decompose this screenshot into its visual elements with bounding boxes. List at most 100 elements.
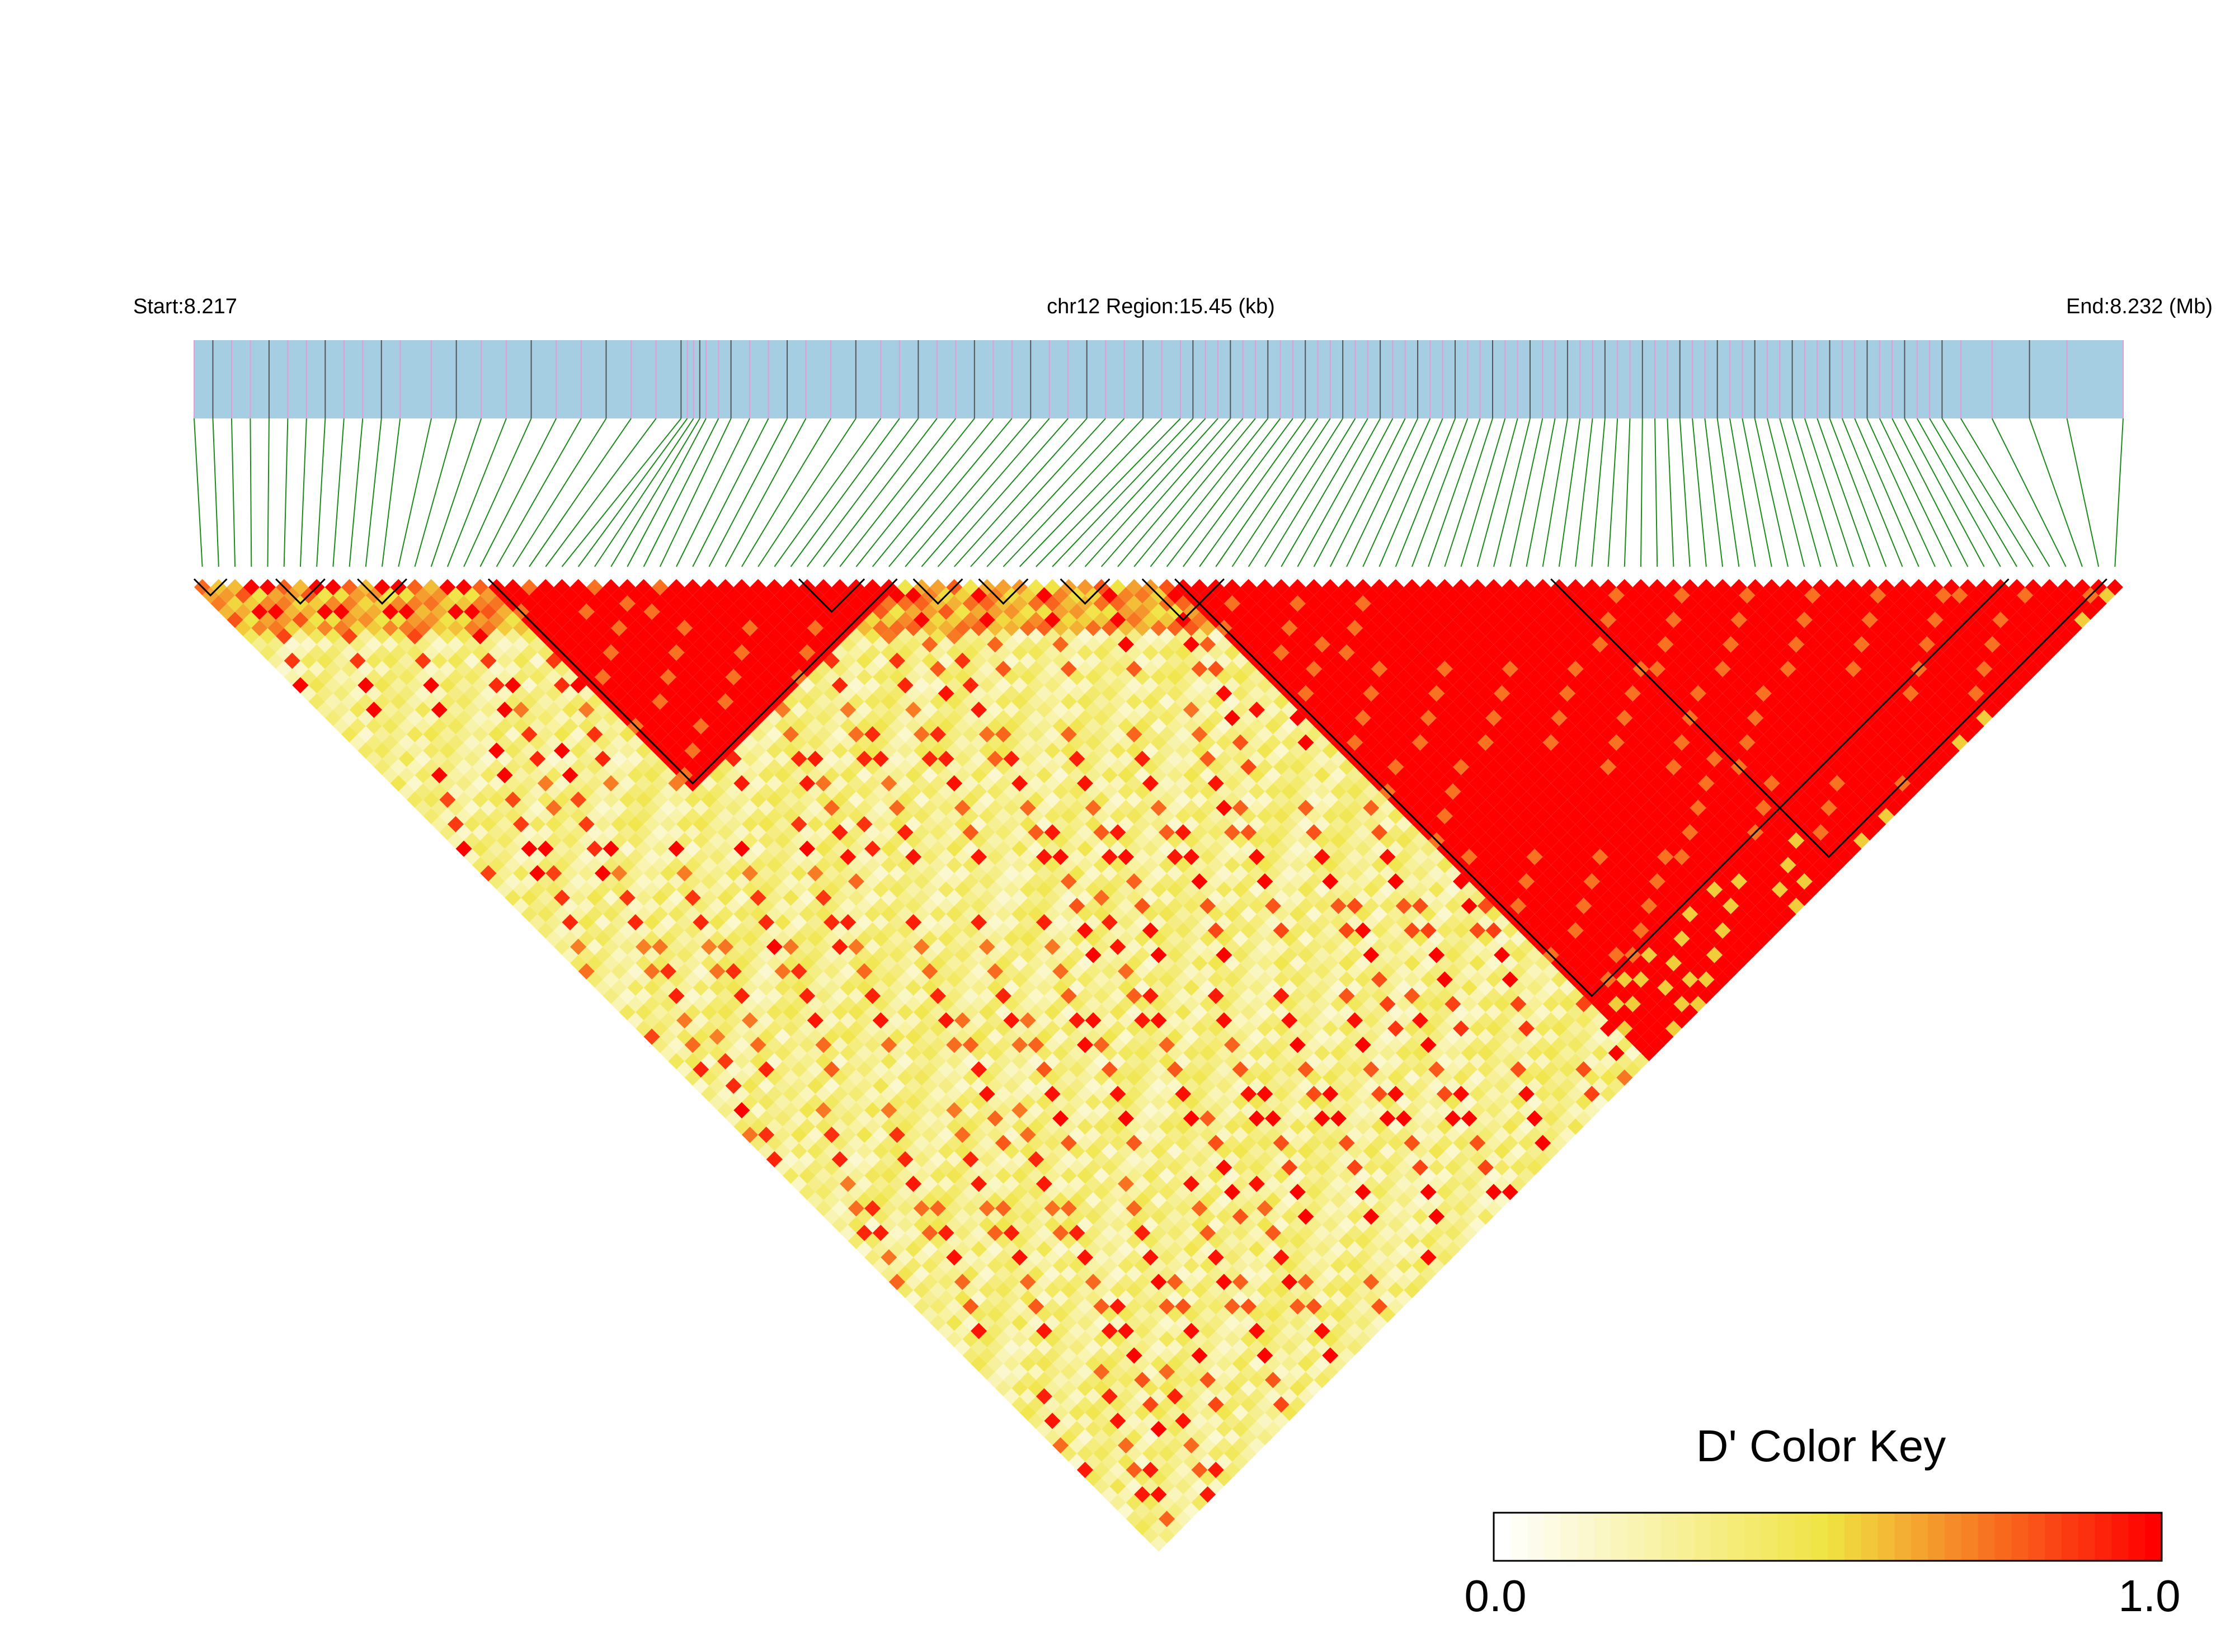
- ld-cell: [1060, 1069, 1077, 1086]
- ld-cell: [831, 1102, 848, 1119]
- ld-cell: [970, 1175, 987, 1192]
- ld-cell: [700, 1020, 718, 1037]
- ld-cell: [1028, 1053, 1044, 1070]
- ld-cell: [545, 652, 562, 669]
- ld-cell: [1166, 979, 1183, 996]
- ld-cell: [521, 628, 538, 644]
- ld-cell: [439, 824, 456, 841]
- ld-cell: [881, 1020, 897, 1037]
- ld-cell: [848, 1085, 865, 1103]
- ld-cell: [978, 938, 995, 956]
- ld-cell: [643, 767, 660, 784]
- ld-cell: [1011, 840, 1028, 857]
- ld-cell: [1207, 1331, 1224, 1348]
- ld-cell: [660, 914, 676, 931]
- ld-cell: [1166, 1159, 1183, 1176]
- ld-cell: [553, 938, 571, 956]
- ld-cell: [1264, 1192, 1282, 1208]
- ld-cell: [815, 742, 832, 759]
- snp-connector: [463, 418, 532, 567]
- ld-cell: [700, 1069, 718, 1086]
- ld-cell: [864, 971, 881, 988]
- ld-cell: [1028, 1347, 1044, 1364]
- ld-cell: [1126, 1510, 1142, 1527]
- ld-cell: [464, 636, 481, 653]
- ld-cell: [995, 856, 1012, 873]
- ld-cell: [1191, 1347, 1208, 1364]
- ld-cell: [472, 856, 488, 873]
- ld-cell: [1117, 1437, 1135, 1454]
- ld-cell: [946, 856, 963, 873]
- ld-cell: [1060, 1102, 1077, 1119]
- ld-cell: [447, 603, 464, 620]
- ld-cell: [643, 750, 660, 768]
- ld-cell: [750, 1085, 766, 1103]
- ld-cell: [390, 595, 407, 612]
- ld-cell: [431, 816, 448, 832]
- ld-cell: [1150, 1044, 1167, 1061]
- ld-cell: [1069, 1404, 1085, 1421]
- ld-cell: [831, 1118, 848, 1135]
- ld-cell: [733, 759, 750, 775]
- ld-cell: [888, 1241, 906, 1258]
- ld-cell: [1338, 1118, 1355, 1135]
- ld-cell: [480, 799, 497, 816]
- ld-cell: [733, 1020, 750, 1037]
- ld-cell: [488, 709, 505, 726]
- ld-cell: [815, 987, 832, 1004]
- ld-cell: [717, 906, 734, 923]
- ld-cell: [881, 1184, 897, 1201]
- ld-cell: [1248, 1143, 1265, 1160]
- ld-cell: [398, 783, 415, 800]
- ld-cell: [1248, 1437, 1265, 1454]
- ld-cell: [1273, 1167, 1290, 1184]
- ld-cell: [643, 685, 660, 702]
- ld-cell: [881, 1004, 897, 1020]
- ld-cell: [594, 963, 611, 980]
- ld-cell: [848, 742, 865, 759]
- ld-cell: [1338, 1200, 1355, 1217]
- ld-cell: [1207, 1151, 1224, 1168]
- snp-connector: [512, 418, 607, 567]
- ld-cell: [1060, 1445, 1077, 1462]
- ld-cell: [913, 1232, 930, 1250]
- ld-cell: [390, 775, 407, 792]
- ld-cell: [382, 750, 399, 768]
- ld-cell: [766, 1085, 783, 1103]
- ld-cell: [700, 1085, 718, 1103]
- ld-cell: [1134, 1372, 1151, 1389]
- ld-cell: [700, 873, 718, 890]
- ld-cell: [1126, 1282, 1142, 1298]
- ld-cell: [627, 652, 644, 669]
- ld-cell: [864, 1085, 881, 1103]
- ld-cell: [1019, 1208, 1036, 1225]
- ld-cell: [1044, 971, 1061, 988]
- ld-cell: [1011, 1053, 1028, 1070]
- ld-cell: [1191, 1216, 1208, 1233]
- ld-cell: [537, 808, 554, 825]
- ld-cell: [864, 1069, 881, 1086]
- ld-cell: [1216, 979, 1232, 996]
- ld-cell: [946, 1037, 963, 1053]
- ld-cell: [594, 718, 611, 735]
- ld-cell: [799, 1118, 816, 1135]
- ld-cell: [1166, 947, 1183, 963]
- snp-connector: [708, 418, 788, 567]
- ld-cell: [1142, 1429, 1159, 1446]
- ld-cell: [750, 644, 766, 661]
- ld-cell: [1044, 840, 1061, 857]
- ld-cell: [447, 734, 464, 751]
- ld-cell: [480, 849, 497, 865]
- ld-cell: [929, 1085, 947, 1103]
- ld-cell: [766, 1020, 783, 1037]
- ld-cell: [1036, 1273, 1053, 1291]
- snp-connector: [194, 418, 203, 567]
- ld-cell: [1126, 1167, 1142, 1184]
- ld-cell: [881, 1249, 897, 1266]
- snp-connector: [1199, 418, 1306, 567]
- ld-cell: [1273, 1282, 1290, 1298]
- ld-cell: [431, 750, 448, 768]
- ld-cell: [782, 873, 799, 890]
- ld-cell: [439, 693, 456, 710]
- ld-cell: [733, 628, 750, 644]
